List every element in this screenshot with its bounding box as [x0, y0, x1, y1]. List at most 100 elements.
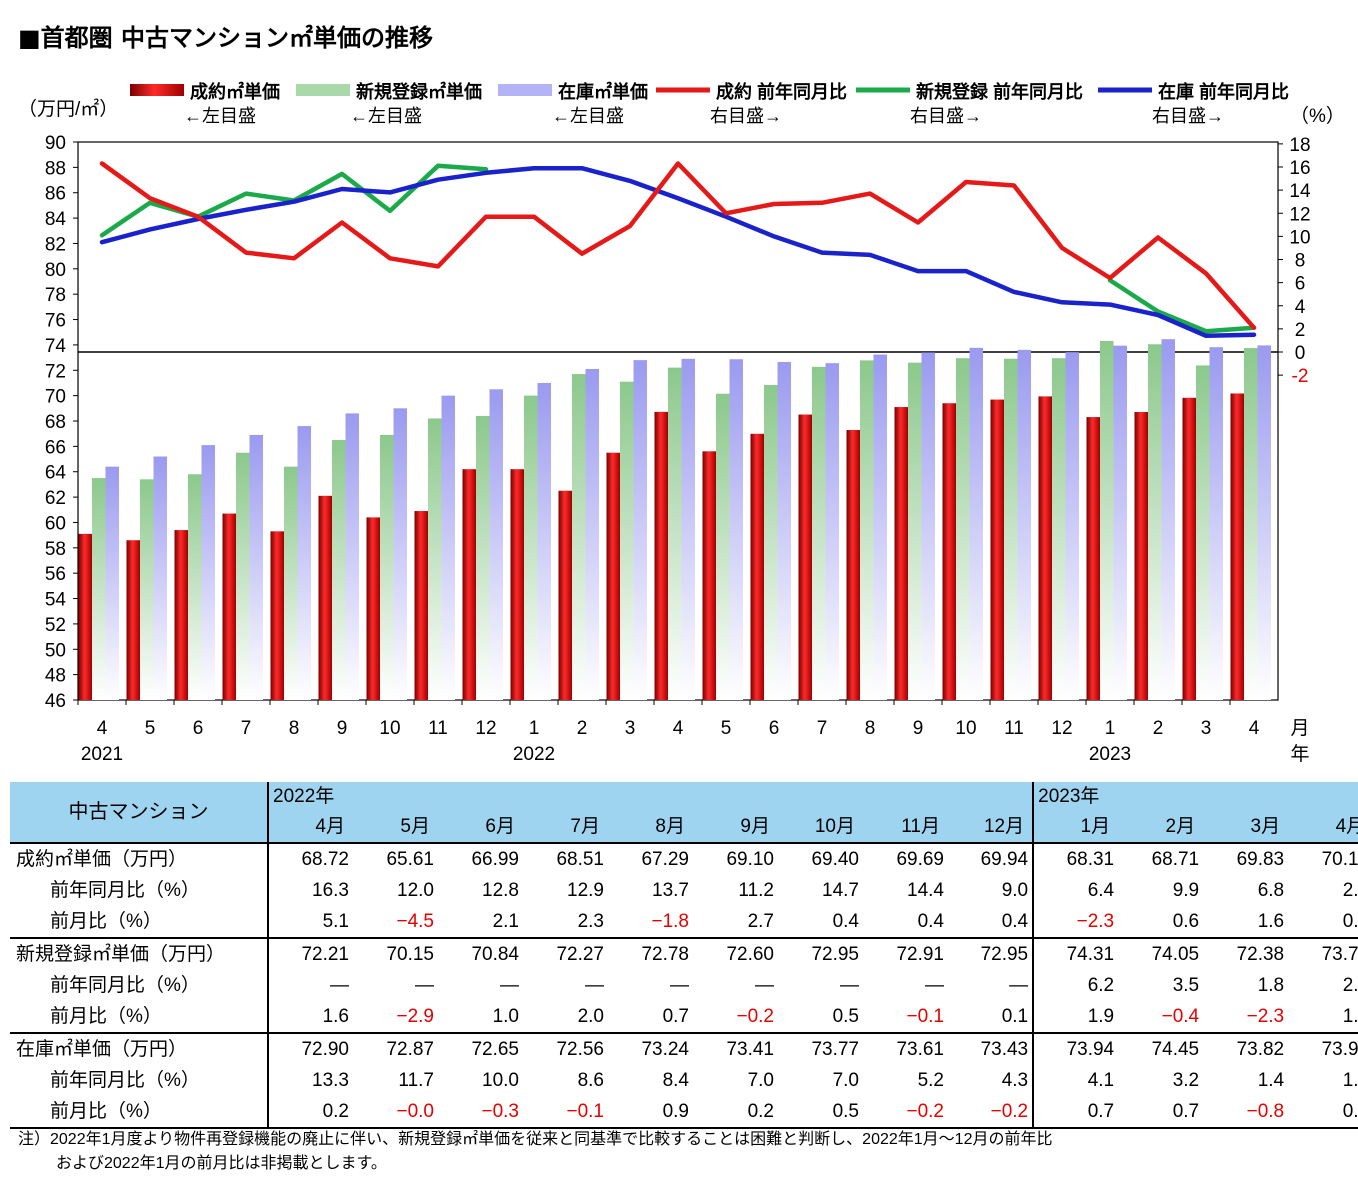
- month-label: 4: [97, 718, 108, 739]
- bar-seiyaku: [318, 495, 332, 700]
- year-label: 2021: [81, 744, 123, 765]
- right-tick-label: -2: [1292, 366, 1309, 387]
- table-cell: 14.7: [822, 880, 859, 901]
- bar-zaiko: [105, 466, 119, 700]
- left-tick-label: 90: [45, 133, 66, 154]
- legend-axis-note: 右目盛→: [1152, 106, 1224, 126]
- month-label: 7: [241, 718, 252, 739]
- bar-zaiko: [1113, 345, 1127, 700]
- bar-seiyaku: [366, 517, 380, 700]
- table-cell: 1.6: [322, 1006, 349, 1027]
- table-cell: 16.3: [312, 880, 349, 901]
- bar-zaiko: [345, 413, 359, 700]
- bar-zaiko: [825, 363, 839, 700]
- month-header: 10月: [778, 812, 863, 843]
- left-tick-label: 86: [45, 184, 66, 205]
- bar-seiyaku: [1134, 411, 1148, 700]
- left-tick-label: 70: [45, 387, 66, 408]
- left-tick-label: 76: [45, 311, 66, 332]
- bar-zaiko: [1209, 347, 1223, 700]
- table-cell: 11.7: [398, 1070, 434, 1091]
- right-tick-label: 18: [1289, 135, 1310, 156]
- table-cell: 0.7: [662, 1006, 689, 1027]
- bar-zaiko: [1017, 349, 1031, 700]
- bar-shinki: [1196, 365, 1210, 700]
- row-label: 前月比（%）: [10, 906, 269, 938]
- left-tick-label: 50: [45, 640, 66, 661]
- table-cell: 5.2: [917, 1070, 944, 1091]
- legend-swatch: [296, 84, 350, 96]
- left-tick-label: 78: [45, 285, 66, 306]
- legend-axis-note: ←左目盛: [350, 106, 422, 126]
- bar-shinki: [140, 479, 154, 700]
- table-cell: −0.0: [353, 1096, 438, 1129]
- bar-zaiko: [489, 389, 503, 700]
- legend-label: 在庫 前年同月比: [1158, 81, 1289, 102]
- table-cell: −0.2: [736, 1006, 774, 1027]
- month-label: 8: [289, 718, 300, 739]
- bar-shinki: [332, 440, 346, 700]
- bar-shinki: [1244, 348, 1258, 700]
- legend-axis-note: 右目盛→: [710, 106, 782, 126]
- left-tick-label: 82: [45, 234, 66, 255]
- table-cell: 73.82: [1203, 1032, 1289, 1065]
- legend-swatch: [498, 84, 552, 96]
- table-cell: —: [670, 975, 689, 996]
- bar-shinki: [92, 478, 106, 700]
- bar-shinki: [524, 395, 538, 700]
- table-cell: 66.99: [438, 842, 523, 875]
- bar-shinki: [716, 393, 730, 700]
- table-row: 前月比（%） 5.1 −4.5 2.1 2.3 −1.8 2.7 0.4 0.4 0.4 −2.3 0…: [10, 906, 1358, 938]
- table-cell: 1.8: [1257, 975, 1285, 996]
- right-tick-label: 4: [1295, 297, 1306, 318]
- month-header: 4月: [1288, 812, 1358, 843]
- bar-seiyaku: [702, 451, 716, 700]
- table-corner-header: 中古マンション: [10, 782, 269, 843]
- bar-zaiko: [633, 360, 647, 700]
- month-header: 11月: [863, 812, 948, 843]
- left-tick-label: 88: [45, 158, 66, 179]
- table-row: 前年同月比（%） 16.3 12.0 12.8 12.9 13.7 11.2 14.7 14.4…: [10, 875, 1358, 906]
- table-cell: 8.4: [662, 1070, 689, 1091]
- table-cell: 6.4: [1087, 880, 1115, 901]
- table-cell: —: [330, 975, 349, 996]
- month-label: 11: [428, 718, 448, 739]
- left-tick-label: 66: [45, 437, 66, 458]
- table-cell: −0.2: [948, 1096, 1035, 1129]
- table-cell: 73.61: [863, 1032, 948, 1065]
- table-cell: 73.96: [1288, 1032, 1358, 1065]
- table-cell: 1.5: [1342, 1070, 1358, 1091]
- bar-seiyaku: [750, 433, 764, 700]
- bar-zaiko: [1161, 339, 1175, 700]
- month-axis-label: 月: [1290, 718, 1309, 739]
- table-cell: 72.78: [608, 937, 693, 970]
- table-cell: −0.4: [1161, 1006, 1200, 1027]
- table-cell: 9.9: [1172, 880, 1200, 901]
- data-table: 中古マンション 2022年 2023年 4月 5月 6月 7月 8月 9月 10月 11月 12月 1月…: [10, 782, 1358, 1129]
- month-header: 2月: [1118, 812, 1204, 843]
- table-cell: 65.61: [353, 842, 438, 875]
- month-label: 10: [955, 718, 976, 739]
- bar-zaiko: [201, 445, 215, 700]
- table-cell: 69.83: [1203, 842, 1289, 875]
- legend-swatch: [130, 84, 184, 96]
- row-label: 成約㎡単価（万円）: [10, 842, 269, 875]
- bar-seiyaku: [510, 469, 524, 700]
- table-cell: −2.9: [396, 1006, 434, 1027]
- bar-seiyaku: [942, 403, 956, 700]
- table-cell: 72.90: [268, 1032, 353, 1065]
- table-row: 新規登録㎡単価（万円） 72.21 70.15 70.84 72.27 72.78 72.6…: [10, 937, 1358, 970]
- table-cell: 2.1: [1342, 880, 1358, 901]
- left-tick-label: 52: [45, 615, 66, 636]
- table-cell: —: [925, 975, 944, 996]
- bar-seiyaku: [174, 530, 188, 700]
- table-cell: 5.1: [322, 911, 349, 932]
- legend-label: 新規登録 前年同月比: [916, 81, 1083, 102]
- table-row: 前年同月比（%）—————————6.23.51.82.1: [10, 970, 1358, 1001]
- bar-zaiko: [249, 434, 263, 700]
- month-label: 3: [625, 718, 636, 739]
- bar-seiyaku: [798, 414, 812, 700]
- table-cell: 2.0: [577, 1006, 604, 1027]
- bar-shinki: [428, 418, 442, 700]
- bar-shinki: [764, 384, 778, 700]
